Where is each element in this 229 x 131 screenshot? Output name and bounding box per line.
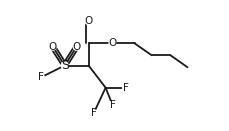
Circle shape	[85, 18, 92, 25]
Text: O: O	[108, 38, 116, 48]
Text: F: F	[109, 100, 115, 110]
Text: S: S	[60, 59, 68, 72]
Circle shape	[109, 40, 115, 47]
Text: O: O	[72, 42, 80, 52]
Circle shape	[73, 43, 80, 50]
Text: O: O	[84, 16, 92, 26]
Text: F: F	[38, 72, 44, 82]
Text: F: F	[90, 108, 96, 118]
Circle shape	[37, 74, 44, 81]
Text: F: F	[123, 83, 128, 93]
Circle shape	[49, 43, 56, 50]
Circle shape	[90, 110, 97, 117]
Circle shape	[122, 84, 129, 91]
Circle shape	[61, 62, 68, 69]
Circle shape	[109, 101, 115, 108]
Text: O: O	[48, 42, 57, 52]
